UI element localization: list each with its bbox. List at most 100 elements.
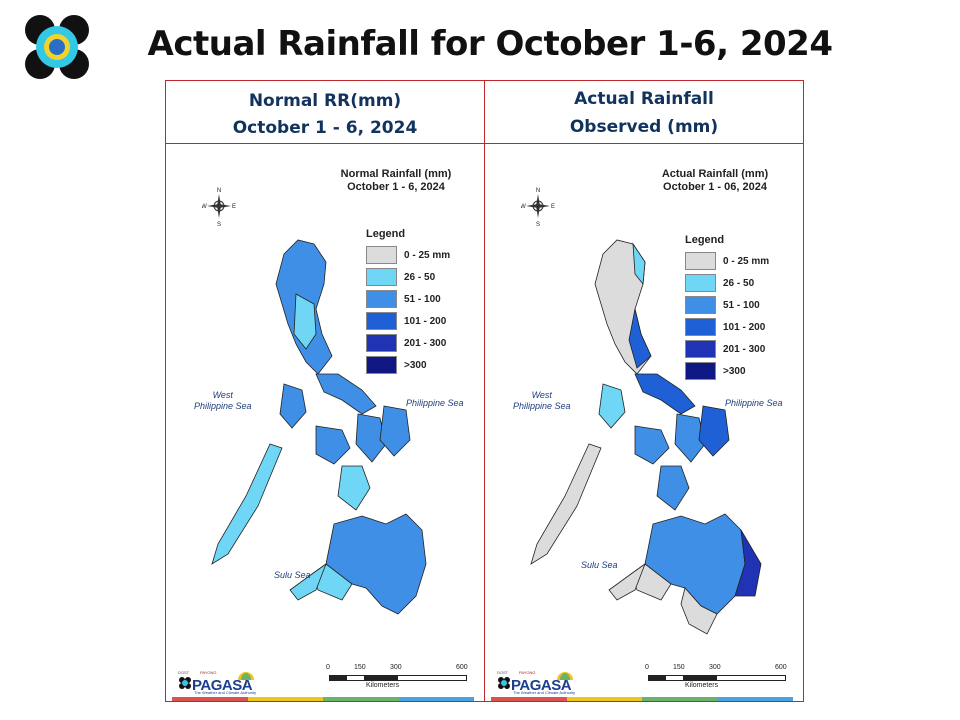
legend: Legend 0 - 25 mm 26 - 50 51 - 100 101 - … (685, 234, 769, 382)
scale-tick: 600 (775, 664, 787, 671)
davao-oriental-region (734, 529, 762, 597)
normal-rainfall-panel: Normal RR(mm) October 1 - 6, 2024 Normal… (165, 80, 485, 702)
bicol-region (634, 373, 696, 415)
scale-tick: 0 (645, 664, 649, 671)
legend-item: >300 (366, 354, 450, 376)
south-mindanao-region (680, 587, 718, 635)
west-sea-line1: West (531, 390, 552, 400)
pagasa-tagline: The Weather and Climate Authority (194, 690, 257, 695)
scale-bar: 0 150 300 600 Kilometers (645, 664, 787, 694)
compass-w-label: W (521, 204, 526, 210)
legend-item: 0 - 25 mm (685, 250, 769, 272)
legend-label: 0 - 25 mm (723, 255, 770, 267)
legend-item: 51 - 100 (366, 288, 450, 310)
legend: Legend 0 - 25 mm 26 - 50 51 - 100 101 - … (366, 228, 450, 376)
west-sea-line2: Philippine Sea (513, 401, 571, 411)
scale-tick: 150 (354, 664, 366, 671)
legend-item: 101 - 200 (685, 316, 769, 338)
central-luzon-region (293, 293, 317, 350)
pagasa-dost: DOST (178, 670, 190, 675)
panel-header-line2: Observed (mm) (569, 117, 719, 137)
aurora-region (628, 308, 652, 369)
compass-w-label: W (202, 204, 207, 210)
legend-label: 26 - 50 (404, 271, 436, 283)
pagasa-payong: PAYONG (519, 670, 536, 675)
philippine-sea-label: Philippine Sea (725, 398, 783, 408)
brand-color-strip (491, 697, 793, 701)
west-sea-line1: West (212, 390, 233, 400)
legend-swatch (685, 252, 716, 270)
compass-s-label: S (536, 222, 540, 228)
pagasa-dost: DOST (497, 670, 509, 675)
scale-tick: 0 (326, 664, 330, 671)
visayas-region-1 (634, 425, 670, 465)
map-title-line1: Normal Rainfall (mm) (340, 168, 452, 180)
scale-tick: 150 (673, 664, 685, 671)
legend-item: 201 - 300 (685, 338, 769, 360)
legend-item: 26 - 50 (685, 272, 769, 294)
negros-cebu-region (337, 465, 371, 511)
map-title-line1: Actual Rainfall (mm) (661, 168, 769, 180)
compass-s-label: S (217, 222, 221, 228)
panel-header-line1: Normal RR(mm) (248, 91, 402, 111)
map-title: Normal Rainfall (mm) October 1 - 6, 2024 (316, 168, 476, 194)
pagasa-brand: DOST PAYONG PAGASA The Weather and Clima… (497, 670, 577, 698)
legend-item: 0 - 25 mm (366, 244, 450, 266)
west-philippine-sea-label: West Philippine Sea (513, 390, 571, 412)
pagasa-name: PAGASA (192, 677, 253, 694)
scale-unit: Kilometers (685, 682, 719, 689)
slide-title: Actual Rainfall for October 1-6, 2024 (147, 24, 833, 64)
compass-rose-icon: N S E W (521, 188, 555, 228)
panel-header: Normal RR(mm) October 1 - 6, 2024 (166, 81, 484, 144)
brand-color-strip (172, 697, 474, 701)
scale-tick: 300 (390, 664, 402, 671)
pagasa-payong: PAYONG (200, 670, 217, 675)
negros-cebu-region (656, 465, 690, 511)
compass-n-label: N (536, 188, 540, 194)
legend-swatch (685, 274, 716, 292)
legend-label: 26 - 50 (723, 277, 755, 289)
mindoro-region (279, 383, 307, 429)
luzon-northeast-region (632, 242, 646, 286)
scale-tick: 600 (456, 664, 468, 671)
legend-label: >300 (404, 359, 427, 371)
zamboanga-region (289, 562, 327, 601)
legend-swatch (685, 340, 716, 358)
legend-label: 101 - 200 (404, 315, 447, 327)
legend-swatch (685, 296, 716, 314)
legend-label: >300 (723, 365, 746, 377)
bicol-region (315, 373, 377, 415)
pagasa-mark-icon (498, 677, 510, 689)
philippines-map-normal (211, 239, 427, 615)
panel-header-line1: Actual Rainfall (574, 89, 714, 109)
actual-rainfall-panel: Actual Rainfall Observed (mm) (484, 80, 804, 702)
legend-label: 0 - 25 mm (404, 249, 451, 261)
samar-region (379, 405, 411, 457)
legend-label: 51 - 100 (723, 299, 760, 311)
legend-swatch (366, 312, 397, 330)
legend-label: 101 - 200 (723, 321, 766, 333)
visayas-region-2 (355, 413, 387, 463)
legend-label: 201 - 300 (404, 337, 447, 349)
scale-tick: 300 (709, 664, 721, 671)
compass-e-label: E (551, 204, 555, 210)
legend-swatch (685, 362, 716, 380)
west-philippine-sea-label: West Philippine Sea (194, 390, 252, 412)
map-title-line2: October 1 - 06, 2024 (663, 181, 767, 193)
actual-rainfall-map: Actual Rainfall (mm) October 1 - 06, 202… (485, 144, 803, 701)
legend-title: Legend (685, 234, 725, 246)
legend-swatch (685, 318, 716, 336)
panel-header-line2: October 1 - 6, 2024 (232, 118, 418, 138)
legend-swatch (366, 334, 397, 352)
legend-swatch (366, 246, 397, 264)
umbrella-icon (238, 672, 254, 685)
pagasa-logo (24, 14, 90, 80)
zamboanga-region (608, 562, 646, 601)
west-sea-line2: Philippine Sea (194, 401, 252, 411)
panel-header: Actual Rainfall Observed (mm) (485, 81, 803, 144)
legend-title: Legend (366, 228, 406, 240)
legend-item: 26 - 50 (366, 266, 450, 288)
compass-rose-icon: N S E W (202, 188, 236, 228)
legend-item: 101 - 200 (366, 310, 450, 332)
legend-swatch (366, 268, 397, 286)
